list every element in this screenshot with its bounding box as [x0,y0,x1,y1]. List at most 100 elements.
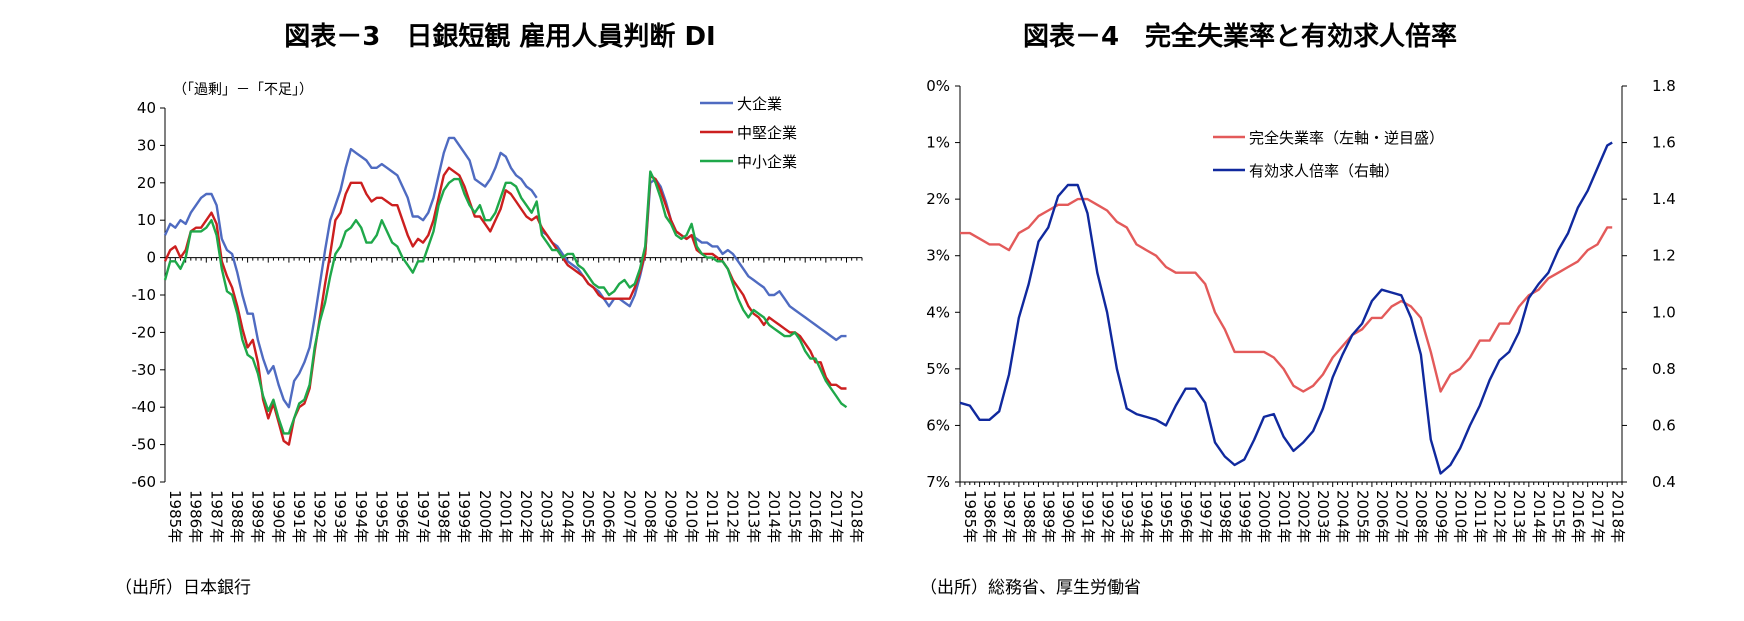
right-x-tick-label: 1995年 [1157,490,1175,543]
right-x-tick-label: 1993年 [1118,490,1136,543]
left-x-tick-label: 2007年 [620,490,638,543]
right-x-tick-label: 2007年 [1393,490,1411,543]
left-x-tick-label: 1989年 [249,490,267,543]
right-series-line-0 [960,197,1613,393]
right-x-tick-label: 2010年 [1451,490,1469,543]
left-x-tick-label: 1990年 [269,490,287,543]
left-y-axis-label: （「過剰」－「不足」） [173,82,313,98]
left-x-tick-label: 1996年 [393,490,411,543]
left-y-tick-label: 0 [146,249,156,267]
right-x-tick-label: 2015年 [1549,490,1567,543]
left-legend-label: 中小企業 [737,153,797,171]
left-x-tick-label: 1995年 [373,490,391,543]
left-x-tick-label: 1998年 [434,490,452,543]
left-y-tick-label: 40 [137,99,156,117]
left-x-tick-label: 2014年 [765,490,783,543]
left-x-tick-label: 2000年 [476,490,494,543]
right-series-group [959,141,1613,475]
left-x-tick-label: 2016年 [806,490,824,543]
left-series-line-3 [163,170,848,435]
left-chart: （「過剰」－「不足」） 40 30 20 10 0 -10 -20 -30 -40 -50 -60 1… [132,82,866,543]
right-x-tick-label: 1998年 [1216,490,1234,543]
left-legend-label: 大企業 [737,95,782,113]
right-x-tick-label: 2004年 [1334,490,1352,543]
left-y-tick-label: -40 [132,398,157,416]
right-left-y-tick-label: 1% [926,134,950,152]
right-left-y-tick-label: 5% [926,360,950,378]
right-x-tick-label: 2002年 [1294,490,1312,543]
left-x-tick-label: 2006年 [600,490,618,543]
right-x-tick-label: 1988年 [1020,490,1038,543]
right-left-y-tick-label: 0% [926,77,950,95]
right-x-tick-label: 2001年 [1275,490,1293,543]
right-right-y-tick-label: 1.2 [1652,247,1676,265]
right-right-y-tick-label: 1.8 [1652,77,1676,95]
right-x-tick-label: 2011年 [1471,490,1489,543]
right-x-tick-label: 1987年 [1000,490,1018,543]
left-y-tick-label: -50 [132,436,157,454]
left-x-tick-label: 2009年 [662,490,680,543]
left-x-tick-label: 2012年 [724,490,742,543]
left-x-tick-label: 1986年 [187,490,205,543]
right-chart: 0% 1% 2% 3% 4% 5% 6% 7% 1.8 1.6 1.4 1.2 1.0 0.8 0.6 0.4… [926,77,1676,543]
left-x-tick-label: 2003年 [538,490,556,543]
left-x-tick-label: 1997年 [414,490,432,543]
right-x-tick-label: 2016年 [1569,490,1587,543]
right-x-tick-label: 2009年 [1432,490,1450,543]
right-x-tick-label: 1999年 [1236,490,1254,543]
right-x-tick-label: 1985年 [961,490,979,543]
right-x-tick-label: 1994年 [1138,490,1156,543]
right-x-tick-label: 2008年 [1412,490,1430,543]
right-right-y-tick-label: 1.0 [1652,303,1676,321]
left-series-line-2 [163,166,847,446]
right-x-tick-label: 1992年 [1098,490,1116,543]
left-x-tick-label: 1999年 [455,490,473,543]
left-x-tick-label: 2010年 [682,490,700,543]
right-legend-label: 完全失業率（左軸・逆目盛） [1249,129,1444,147]
right-x-tick-label: 1990年 [1059,490,1077,543]
right-legend: 完全失業率（左軸・逆目盛） 有効求人倍率（右軸） [1213,129,1444,180]
left-y-tick-label: -30 [132,361,157,379]
right-x-tick-label: 2017年 [1589,490,1607,543]
right-right-y-tick-label: 1.6 [1652,134,1676,152]
right-right-y-tick-label: 0.6 [1652,416,1676,434]
left-y-tick-label: 10 [137,211,156,229]
right-left-y-tick-label: 4% [926,303,950,321]
right-x-tick-label: 2018年 [1608,490,1626,543]
left-x-tick-label: 1993年 [331,490,349,543]
right-x-tick-label: 1991年 [1079,490,1097,543]
right-x-tick-label: 2005年 [1353,490,1371,543]
left-x-tick-label: 2013年 [744,490,762,543]
right-x-tick-label: 2006年 [1373,490,1391,543]
left-series-group [163,136,848,446]
right-left-y-tick-label: 6% [926,416,950,434]
left-x-tick-label: 2005年 [579,490,597,543]
right-axes: 0% 1% 2% 3% 4% 5% 6% 7% 1.8 1.6 1.4 1.2 1.0 0.8 0.6 0.4… [926,77,1676,543]
left-legend-label: 中堅企業 [737,124,797,142]
right-series-line-1 [959,141,1613,475]
left-x-tick-label: 2008年 [641,490,659,543]
right-x-tick-label: 2014年 [1530,490,1548,543]
left-x-tick-label: 1992年 [311,490,329,543]
right-x-tick-label: 2013年 [1510,490,1528,543]
right-x-tick-label: 1989年 [1039,490,1057,543]
left-x-tick-label: 2017年 [827,490,845,543]
right-x-tick-label: 1997年 [1196,490,1214,543]
left-chart-title: 図表－3 日銀短観 雇用人員判断 DI [284,21,715,52]
left-x-tick-label: 2011年 [703,490,721,543]
right-chart-title: 図表－4 完全失業率と有効求人倍率 [1023,21,1457,52]
right-left-y-tick-label: 7% [926,473,950,491]
right-x-tick-label: 1996年 [1177,490,1195,543]
left-x-tick-label: 1991年 [290,490,308,543]
left-x-tick-label: 1987年 [207,490,225,543]
left-x-tick-label: 1985年 [166,490,184,543]
right-x-tick-label: 1986年 [981,490,999,543]
right-right-y-tick-label: 0.8 [1652,360,1676,378]
left-series-line-0 [163,136,538,409]
left-y-tick-label: 20 [137,174,156,192]
left-y-tick-label: -20 [132,323,157,341]
